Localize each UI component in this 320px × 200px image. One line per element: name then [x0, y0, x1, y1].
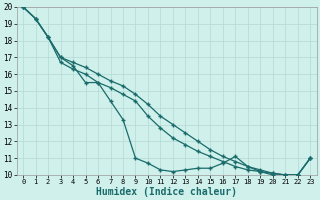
X-axis label: Humidex (Indice chaleur): Humidex (Indice chaleur) [96, 186, 237, 197]
